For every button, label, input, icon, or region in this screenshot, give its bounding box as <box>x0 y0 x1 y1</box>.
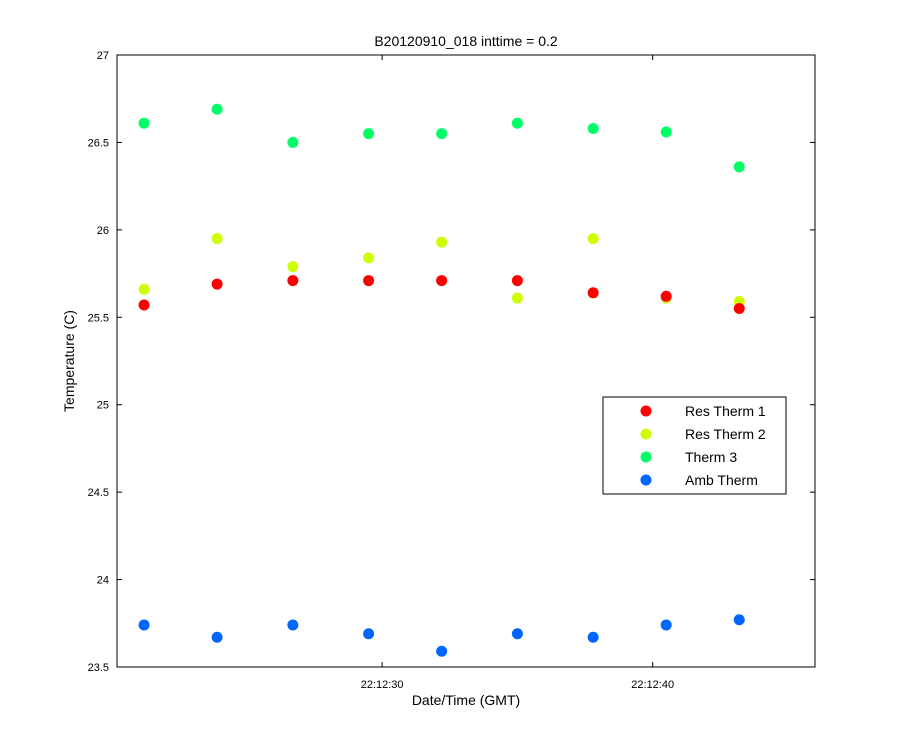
y-axis-ticks: 23.5 24 24.5 25 25.5 26 26.5 27 <box>88 50 815 674</box>
point-res-therm-1 <box>660 290 672 302</box>
point-therm-3 <box>436 128 448 140</box>
point-res-therm-2 <box>138 283 150 295</box>
point-therm-3 <box>733 161 745 173</box>
y-tick-label: 23.5 <box>88 662 109 674</box>
point-res-therm-1 <box>733 303 745 315</box>
y-tick-label: 26 <box>97 225 109 237</box>
legend-label-amb-therm: Amb Therm <box>685 472 758 488</box>
point-amb-therm <box>211 631 223 643</box>
legend-box <box>602 396 787 495</box>
point-therm-3 <box>138 117 150 129</box>
point-therm-3 <box>660 126 672 138</box>
legend-marker-amb-therm <box>640 474 652 486</box>
point-therm-3 <box>587 122 599 134</box>
x-axis-label: Date/Time (GMT) <box>412 692 520 708</box>
point-amb-therm <box>138 619 150 631</box>
plot-area <box>116 54 816 668</box>
point-amb-therm <box>733 614 745 626</box>
point-res-therm-1 <box>436 275 448 287</box>
point-therm-3 <box>287 136 299 148</box>
point-amb-therm <box>363 628 375 640</box>
legend-label-therm-3: Therm 3 <box>685 449 737 465</box>
point-res-therm-2 <box>287 261 299 273</box>
point-amb-therm <box>511 628 523 640</box>
point-res-therm-1 <box>138 299 150 311</box>
y-tick-label: 27 <box>97 50 109 62</box>
point-res-therm-1 <box>587 287 599 299</box>
point-amb-therm <box>660 619 672 631</box>
point-amb-therm <box>436 645 448 657</box>
legend: Res Therm 1 Res Therm 2 Therm 3 Amb Therm <box>602 396 787 495</box>
x-tick-label: 22:12:40 <box>631 679 674 691</box>
point-res-therm-2 <box>211 233 223 245</box>
point-res-therm-1 <box>363 275 375 287</box>
legend-marker-res-therm-2 <box>640 428 652 440</box>
y-tick-label: 25.5 <box>88 312 109 324</box>
legend-marker-res-therm-1 <box>640 405 652 417</box>
legend-marker-therm-3 <box>640 451 652 463</box>
point-amb-therm <box>287 619 299 631</box>
point-therm-3 <box>211 103 223 115</box>
point-amb-therm <box>587 631 599 643</box>
point-res-therm-1 <box>211 278 223 290</box>
y-tick-label: 26.5 <box>88 137 109 149</box>
point-res-therm-2 <box>363 252 375 264</box>
point-therm-3 <box>511 117 523 129</box>
y-tick-label: 24.5 <box>88 487 109 499</box>
point-res-therm-2 <box>511 292 523 304</box>
y-tick-label: 25 <box>97 400 109 412</box>
x-tick-label: 22:12:30 <box>361 679 404 691</box>
point-therm-3 <box>363 128 375 140</box>
data-points <box>138 103 745 657</box>
chart-title: B20120910_018 inttime = 0.2 <box>374 33 558 49</box>
point-res-therm-1 <box>287 275 299 287</box>
y-tick-label: 24 <box>97 575 109 587</box>
point-res-therm-2 <box>587 233 599 245</box>
point-res-therm-2 <box>436 236 448 248</box>
legend-label-res-therm-2: Res Therm 2 <box>685 426 766 442</box>
point-res-therm-1 <box>511 275 523 287</box>
y-axis-label: Temperature (C) <box>61 310 77 412</box>
x-axis-ticks: 22:12:30 22:12:40 <box>361 55 674 691</box>
legend-label-res-therm-1: Res Therm 1 <box>685 403 766 419</box>
